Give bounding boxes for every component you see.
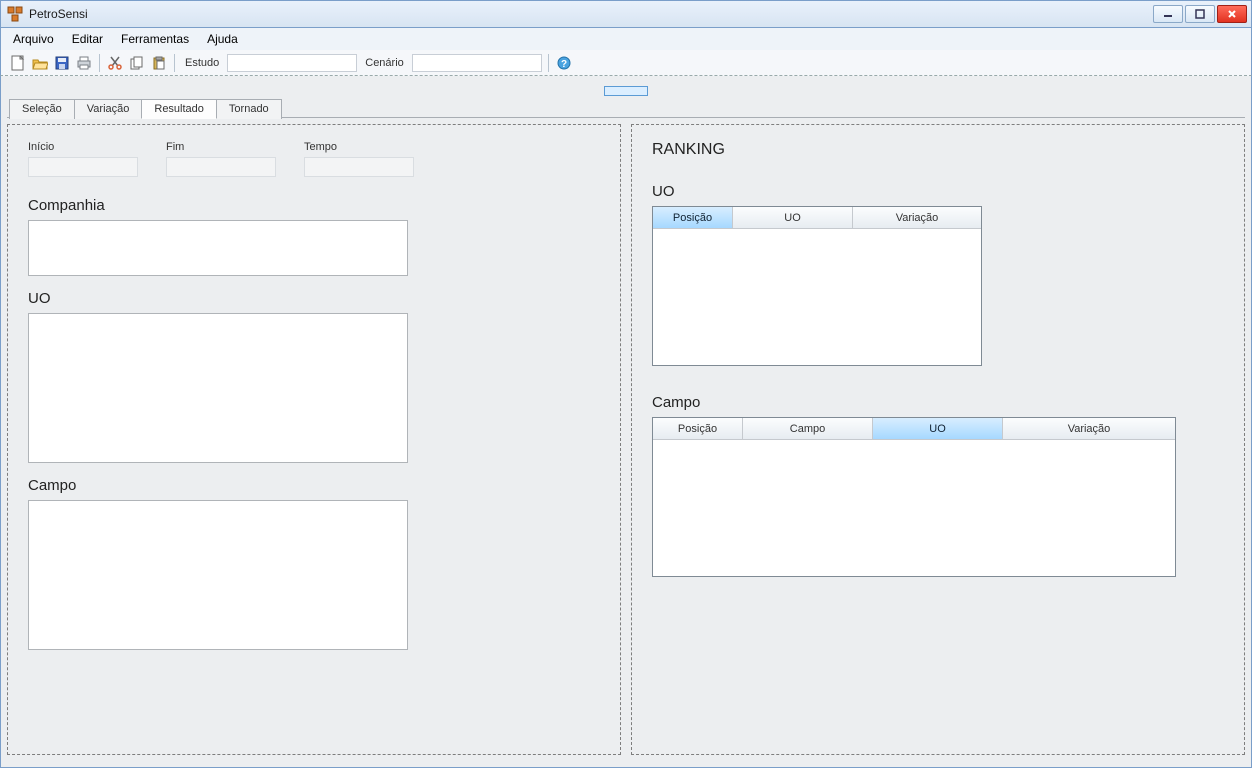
menu-ferramentas[interactable]: Ferramentas — [121, 32, 189, 46]
tab-selecao[interactable]: Seleção — [9, 99, 75, 119]
tempo-field[interactable] — [304, 157, 414, 177]
splitter-grip[interactable] — [604, 86, 648, 96]
new-icon[interactable] — [9, 54, 27, 72]
window-title: PetroSensi — [29, 7, 88, 21]
print-icon[interactable] — [75, 54, 93, 72]
uo-label: UO — [28, 290, 600, 307]
ranking-uo-label: UO — [652, 183, 1224, 200]
titlebar: PetroSensi — [0, 0, 1252, 28]
campo-grid-column-header[interactable]: Campo — [743, 418, 873, 440]
close-button[interactable] — [1217, 5, 1247, 23]
tab-tornado[interactable]: Tornado — [216, 99, 282, 119]
menu-editar[interactable]: Editar — [72, 32, 103, 46]
toolbar-separator — [548, 54, 549, 72]
minimize-button[interactable] — [1153, 5, 1183, 23]
campo-grid-column-header[interactable]: Variação — [1003, 418, 1175, 440]
companhia-label: Companhia — [28, 197, 600, 214]
paste-icon[interactable] — [150, 54, 168, 72]
toolbar: Estudo Cenário ? — [0, 50, 1252, 76]
menubar: Arquivo Editar Ferramentas Ajuda — [0, 28, 1252, 50]
cenario-label: Cenário — [365, 57, 404, 69]
tempo-label: Tempo — [304, 141, 414, 153]
workspace: Seleção Variação Resultado Tornado Iníci… — [0, 76, 1252, 768]
companhia-listbox[interactable] — [28, 220, 408, 276]
uo-listbox[interactable] — [28, 313, 408, 463]
menu-ajuda[interactable]: Ajuda — [207, 32, 238, 46]
right-panel: RANKING UO PosiçãoUOVariação Campo Posiç… — [631, 124, 1245, 755]
campo-grid-column-header[interactable]: Posição — [653, 418, 743, 440]
uo-grid-column-header[interactable]: UO — [733, 207, 853, 229]
campo-label: Campo — [28, 477, 600, 494]
campo-grid-column-header[interactable]: UO — [873, 418, 1003, 440]
menu-arquivo[interactable]: Arquivo — [13, 32, 54, 46]
uo-grid-column-header[interactable]: Posição — [653, 207, 733, 229]
left-panel: Início Fim Tempo Companhia UO Campo — [7, 124, 621, 755]
tab-variacao[interactable]: Variação — [74, 99, 143, 119]
ranking-campo-grid[interactable]: PosiçãoCampoUOVariação — [652, 417, 1176, 577]
ranking-campo-label: Campo — [652, 394, 1224, 411]
maximize-button[interactable] — [1185, 5, 1215, 23]
tabstrip: Seleção Variação Resultado Tornado — [9, 98, 1245, 118]
ranking-title: RANKING — [652, 141, 1224, 159]
estudo-field[interactable] — [227, 54, 357, 72]
fim-field[interactable] — [166, 157, 276, 177]
copy-icon[interactable] — [128, 54, 146, 72]
tab-resultado[interactable]: Resultado — [141, 99, 217, 119]
ranking-uo-grid[interactable]: PosiçãoUOVariação — [652, 206, 982, 366]
open-icon[interactable] — [31, 54, 49, 72]
toolbar-separator — [99, 54, 100, 72]
svg-text:?: ? — [561, 59, 567, 70]
save-icon[interactable] — [53, 54, 71, 72]
inicio-label: Início — [28, 141, 138, 153]
toolbar-separator — [174, 54, 175, 72]
inicio-field[interactable] — [28, 157, 138, 177]
fim-label: Fim — [166, 141, 276, 153]
cut-icon[interactable] — [106, 54, 124, 72]
help-icon[interactable]: ? — [555, 54, 573, 72]
estudo-label: Estudo — [185, 57, 219, 69]
cenario-field[interactable] — [412, 54, 542, 72]
window-buttons — [1153, 5, 1247, 23]
app-icon — [7, 6, 23, 22]
campo-listbox[interactable] — [28, 500, 408, 650]
uo-grid-column-header[interactable]: Variação — [853, 207, 981, 229]
